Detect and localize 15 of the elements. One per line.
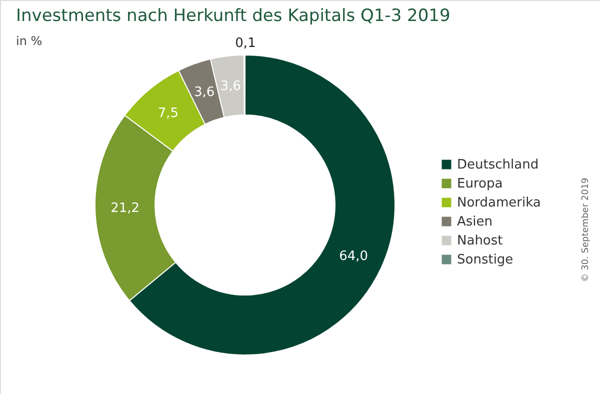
data-label: 3,6 [220,78,242,94]
legend-label: Nordamerika [457,196,541,210]
data-label: 21,2 [110,201,140,216]
legend-label: Deutschland [457,158,539,172]
data-label: 3,6 [194,85,215,100]
chart-title: Investments nach Herkunft des Kapitals Q1-3 2019 [16,6,450,26]
legend-label: Nahost [457,234,503,248]
data-label: 64,0 [339,249,368,264]
text: © 30. September 2019 [581,177,591,282]
chart-subtitle: in % [16,34,42,48]
legend-label: Europa [457,176,503,192]
legend-label: Asien [457,214,493,230]
data-label: 7,5 [158,106,179,121]
legend-label: Sonstige [457,252,514,268]
data-label: 0,1 [235,36,256,51]
